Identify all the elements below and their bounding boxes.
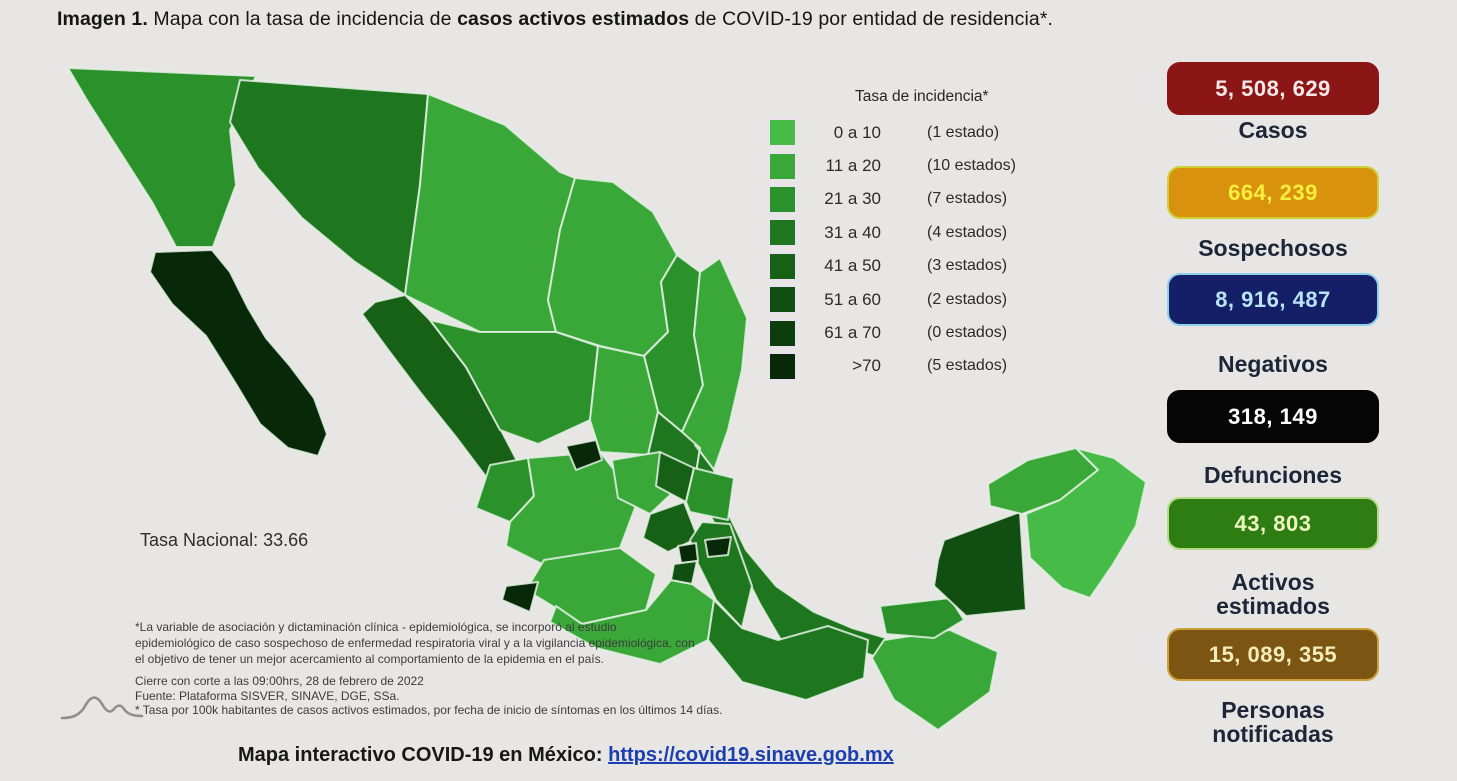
state-oaxaca <box>707 599 869 701</box>
incidence-legend: Tasa de incidencia* 0 a 10 (1 estado) 11… <box>768 88 1068 383</box>
state-ciudad-de-mexico <box>677 542 699 564</box>
legend-row: 0 a 10 (1 estado) <box>768 116 1068 149</box>
legend-swatch <box>768 118 797 148</box>
legend-swatch <box>768 285 797 315</box>
negativos-label: Negativos <box>1218 351 1328 377</box>
state-baja-california <box>67 67 257 248</box>
state-hidalgo <box>685 467 735 521</box>
state-aguascalientes <box>565 439 603 471</box>
activos-label: Activos estimados <box>1216 569 1330 619</box>
sinave-link[interactable]: https://covid19.sinave.gob.mx <box>608 744 894 766</box>
personas-value-box: 15, 089, 355 <box>1167 628 1379 681</box>
legend-row: 61 a 70 (0 estados) <box>768 316 1068 349</box>
source-note: Fuente: Plataforma SISVER, SINAVE, DGE, … <box>135 688 400 703</box>
personas-label: Personas notificadas <box>1212 697 1334 747</box>
state-tabasco <box>879 597 965 639</box>
activos-value-box: 43, 803 <box>1167 497 1379 550</box>
page-title: Imagen 1. Mapa con la tasa de incidencia… <box>57 8 1054 30</box>
sospechosos-value-box: 664, 239 <box>1167 166 1379 219</box>
legend-swatch <box>768 351 797 381</box>
footer-link-line: Mapa interactivo COVID-19 en México: htt… <box>238 744 894 766</box>
stats-column: 5, 508, 629 Casos 664, 239 Sospechosos 8… <box>1167 62 1379 762</box>
state-colima <box>501 581 539 613</box>
legend-swatch <box>768 251 797 281</box>
sospechosos-label: Sospechosos <box>1198 235 1348 261</box>
casos-label: Casos <box>1238 117 1308 143</box>
state-chiapas <box>871 629 999 731</box>
state-sonora <box>229 79 429 296</box>
state-coahuila <box>547 177 678 357</box>
state-morelos <box>670 560 698 585</box>
legend-swatch <box>768 318 797 348</box>
title-figure-label: Imagen 1. <box>57 8 148 30</box>
clinical-footnote: *La variable de asociación y dictaminaci… <box>135 620 695 666</box>
legend-swatch <box>768 151 797 181</box>
rate-footnote: * Tasa por 100k habitantes de casos acti… <box>135 703 723 717</box>
legend-row: 41 a 50 (3 estados) <box>768 250 1068 283</box>
legend-swatch <box>768 218 797 248</box>
legend-row: 51 a 60 (2 estados) <box>768 283 1068 316</box>
casos-value-box: 5, 508, 629 <box>1167 62 1379 115</box>
legend-row: 31 a 40 (4 estados) <box>768 216 1068 249</box>
legend-row: 11 a 20 (10 estados) <box>768 149 1068 182</box>
defunciones-value-box: 318, 149 <box>1167 390 1379 443</box>
defunciones-label: Defunciones <box>1203 462 1343 488</box>
state-quintana-roo <box>1025 447 1147 599</box>
state-baja-california-sur <box>149 249 328 457</box>
cutoff-note: Cierre con corte a las 09:00hrs, 28 de f… <box>135 674 424 688</box>
state-tlaxcala <box>704 536 732 558</box>
legend-row: >70 (5 estados) <box>768 350 1068 383</box>
legend-swatch <box>768 184 797 214</box>
squiggle-icon <box>60 696 144 720</box>
source-footnotes: Cierre con corte a las 09:00hrs, 28 de f… <box>135 674 855 718</box>
negativos-value-box: 8, 916, 487 <box>1167 273 1379 326</box>
title-bold-phrase: casos activos estimados <box>457 8 690 30</box>
map-states <box>67 67 1147 731</box>
legend-row: 21 a 30 (7 estados) <box>768 183 1068 216</box>
legend-title: Tasa de incidencia* <box>855 88 989 105</box>
national-rate-label: Tasa Nacional: 33.66 <box>140 530 309 550</box>
